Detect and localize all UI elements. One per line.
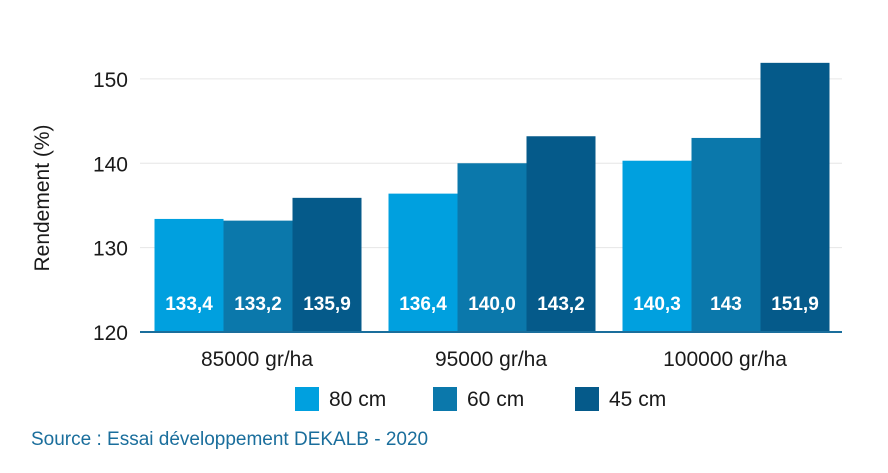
data-label: 133,4 — [165, 294, 213, 315]
data-label: 140,3 — [633, 294, 681, 315]
bar — [622, 160, 692, 332]
data-label: 140,0 — [468, 294, 516, 315]
bar — [154, 218, 224, 332]
y-axis-label: Rendement (%) — [31, 124, 54, 271]
category-label: 100000 gr/ha — [663, 348, 787, 371]
data-label: 133,2 — [234, 294, 282, 315]
y-tick-label: 120 — [93, 322, 128, 345]
legend-swatch — [295, 387, 319, 411]
bar — [223, 220, 293, 332]
bar — [526, 136, 596, 332]
data-label: 143 — [710, 294, 742, 315]
legend-label: 45 cm — [609, 388, 666, 411]
bar — [457, 163, 527, 332]
y-tick-label: 150 — [93, 69, 128, 92]
data-label: 136,4 — [399, 294, 447, 315]
category-labels: 85000 gr/ha 95000 gr/ha 100000 gr/ha — [201, 348, 787, 371]
data-label: 151,9 — [771, 294, 819, 315]
legend-swatch — [575, 387, 599, 411]
source-note: Source : Essai développement DEKALB - 20… — [31, 429, 429, 450]
legend-label: 80 cm — [329, 388, 386, 411]
category-label: 85000 gr/ha — [201, 348, 313, 371]
category-label: 95000 gr/ha — [435, 348, 547, 371]
data-label: 135,9 — [303, 294, 351, 315]
bar-chart: 120 130 140 150 Rendement (%) 133,4 133,2 135… — [31, 62, 842, 411]
bars: 133,4 133,2 135,9 136,4 140,0 143,2 140,3 143 15… — [154, 62, 830, 332]
legend-label: 60 cm — [467, 388, 524, 411]
legend: 80 cm 60 cm 45 cm — [295, 387, 666, 411]
bar — [292, 197, 362, 332]
y-tick-labels: 120 130 140 150 — [93, 69, 128, 345]
bar — [691, 137, 761, 332]
bar — [388, 193, 458, 332]
bar — [760, 62, 830, 332]
legend-swatch — [433, 387, 457, 411]
y-tick-label: 140 — [93, 153, 128, 176]
y-tick-label: 130 — [93, 238, 128, 261]
data-label: 143,2 — [537, 294, 585, 315]
